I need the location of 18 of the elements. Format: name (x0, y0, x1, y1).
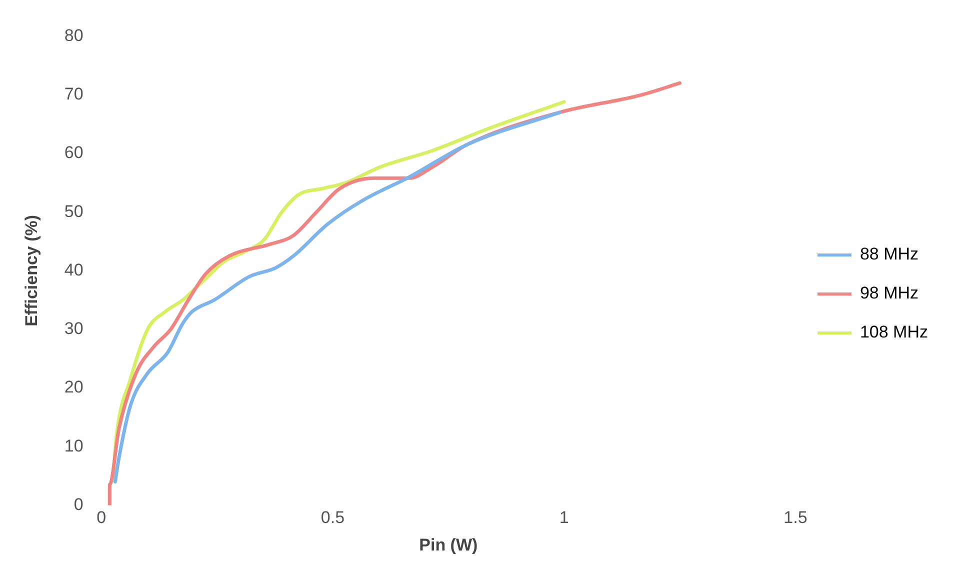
x-tick-label: 1 (559, 508, 569, 528)
legend-label: 98 MHz (860, 284, 919, 303)
x-tick-label: 1.5 (784, 508, 808, 528)
x-tick-label: 0 (96, 508, 106, 528)
y-tick-label: 40 (64, 260, 84, 280)
y-tick-label: 20 (64, 378, 84, 397)
y-tick-label: 50 (64, 202, 84, 221)
y-tick-label: 30 (64, 319, 84, 338)
y-tick-label: 70 (64, 84, 84, 104)
x-tick-label: 0.5 (320, 508, 345, 528)
y-tick-label: 60 (64, 143, 84, 162)
y-tick-label: 0 (74, 494, 84, 514)
legend-label: 88 MHz (860, 244, 919, 264)
y-tick-label: 80 (64, 26, 84, 45)
legend-label: 108 MHz (860, 322, 928, 342)
y-tick-label: 10 (64, 436, 84, 456)
x-axis-title: Pin (W) (419, 535, 478, 554)
y-axis-title: Efficiency (%) (22, 214, 41, 326)
